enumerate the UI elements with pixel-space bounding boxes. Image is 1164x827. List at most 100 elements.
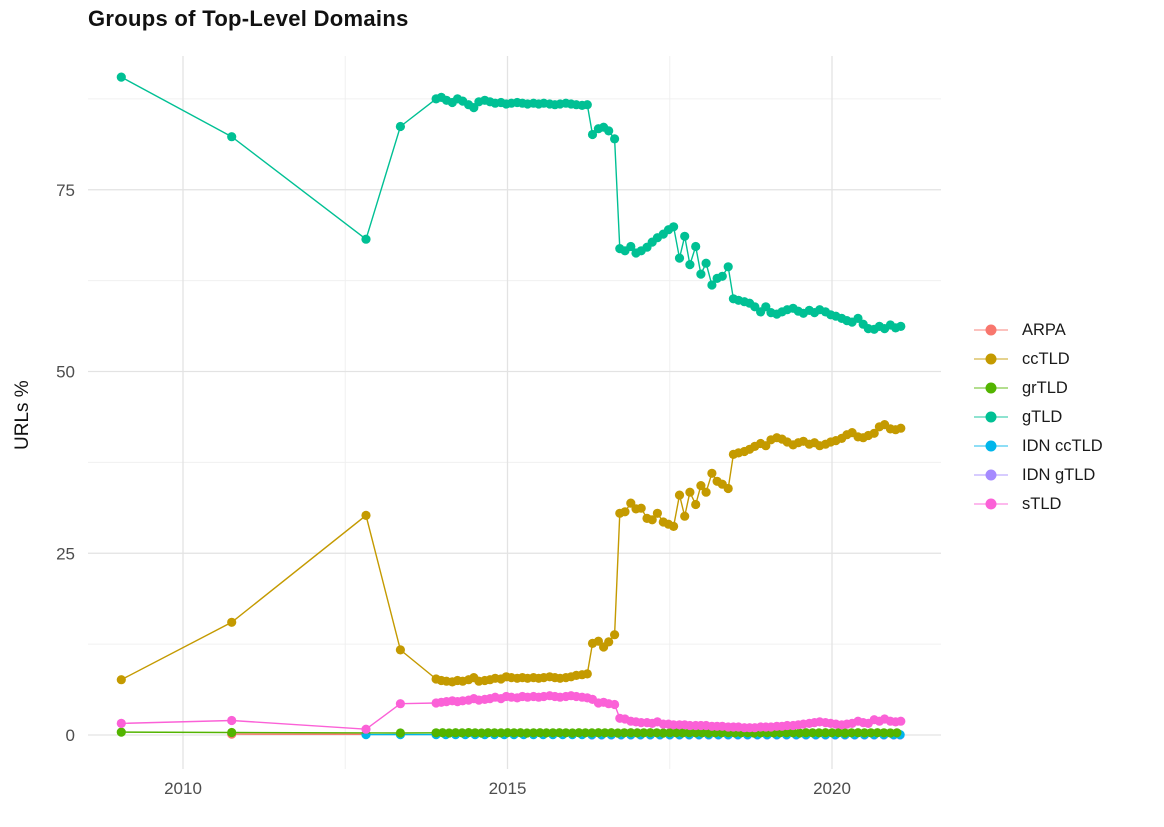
legend-label: ccTLD [1022,349,1070,368]
data-point [674,253,685,263]
data-point [227,132,237,142]
data-point [395,728,405,738]
data-point [814,728,824,738]
data-point [610,134,620,144]
series-ccTLD [116,420,906,687]
data-point [587,728,597,738]
data-point [395,121,405,132]
legend-label: ARPA [1022,320,1066,339]
legend-item-IDN-ccTLD: IDN ccTLD [972,435,1103,457]
series-gTLD [116,72,906,334]
data-point [896,716,906,726]
data-point [896,423,906,433]
data-point [395,699,405,709]
data-point [515,728,526,738]
data-point [116,727,126,737]
data-point [678,728,688,738]
data-point [116,72,126,82]
data-point [489,728,500,738]
x-tick-label: 2015 [489,779,527,798]
data-point [227,727,237,738]
data-point [567,728,578,738]
data-point [604,126,614,136]
legend-label: grTLD [1022,378,1068,397]
data-point [671,728,681,738]
data-point [587,129,598,140]
data-point [691,728,701,738]
data-point [885,728,896,738]
data-point [680,511,690,521]
legend: ARPA ccTLD grTLD gTLD IDN ccTLD IDN gTLD sTLD [972,319,1103,515]
series-line [120,76,901,331]
legend-key-icon [974,440,1008,452]
data-point [574,728,584,738]
data-point [801,728,811,738]
x-tick-label: 2020 [813,779,851,798]
legend-item-ccTLD: ccTLD [972,348,1103,370]
data-point [431,728,441,738]
data-point [707,468,717,478]
data-point [788,728,798,738]
data-point [476,728,487,738]
data-point [691,499,701,510]
data-point [619,728,629,738]
data-point [892,728,902,738]
data-point [647,515,657,525]
legend-key-icon [974,353,1008,365]
data-point [866,728,876,738]
data-point [669,222,679,232]
data-point [361,510,371,520]
legend-item-sTLD: sTLD [972,493,1103,515]
data-point [451,728,461,738]
chart-title: Groups of Top-Level Domains [88,6,409,31]
data-point [535,728,545,738]
data-point [541,728,552,738]
data-point [632,728,642,738]
y-tick-label: 75 [56,181,75,200]
series-sTLD [116,691,906,734]
data-point [509,728,519,738]
data-point [580,728,591,738]
legend-label: IDN ccTLD [1022,436,1103,455]
y-tick-label: 25 [56,544,75,563]
data-point [483,728,493,738]
legend-item-grTLD: grTLD [972,377,1103,399]
legend-item-IDN-gTLD: IDN gTLD [972,464,1103,486]
data-point [582,669,592,679]
data-point [840,728,850,738]
data-point [444,728,454,738]
data-point [645,728,655,738]
data-point [707,280,717,290]
legend-key-icon [974,411,1008,423]
legend-key-icon [974,469,1008,481]
data-point [522,728,532,738]
data-point [613,728,623,738]
legend-key-icon [974,382,1008,394]
data-point [361,724,371,734]
data-point [620,507,630,517]
data-point [361,234,371,244]
data-point [593,728,604,738]
data-point [600,728,610,738]
data-point [554,728,565,738]
data-point [723,262,733,272]
data-point [701,258,711,268]
data-point [723,483,733,494]
y-tick-label: 50 [56,363,75,382]
data-point [528,728,539,738]
data-point [846,728,857,738]
x-tick-label: 2010 [164,779,202,798]
legend-label: sTLD [1022,494,1062,513]
data-point [604,637,614,647]
data-point [685,487,695,497]
data-point [610,699,620,710]
data-point [652,728,662,738]
legend-item-ARPA: ARPA [972,319,1103,341]
data-point [548,728,558,738]
legend-key-icon [974,324,1008,336]
data-point [639,728,649,738]
data-point [395,645,405,655]
legend-key-icon [974,498,1008,510]
